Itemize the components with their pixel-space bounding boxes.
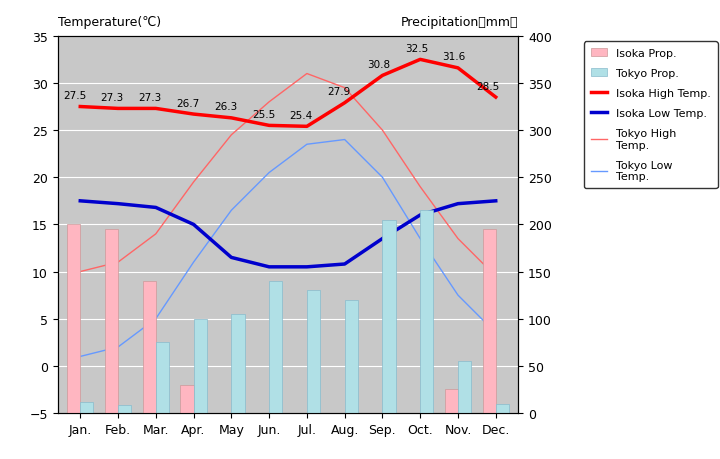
Text: 25.5: 25.5 xyxy=(252,110,275,120)
Text: 28.5: 28.5 xyxy=(477,81,500,91)
Text: 27.9: 27.9 xyxy=(328,87,351,97)
Text: 27.5: 27.5 xyxy=(63,91,86,101)
Text: 32.5: 32.5 xyxy=(405,44,428,54)
Bar xyxy=(231,314,245,413)
Text: 26.3: 26.3 xyxy=(214,102,238,112)
Text: 30.8: 30.8 xyxy=(367,60,390,70)
Bar xyxy=(420,211,433,413)
Text: Temperature(℃): Temperature(℃) xyxy=(58,16,161,29)
Bar xyxy=(458,361,471,413)
Bar xyxy=(180,385,194,413)
Bar xyxy=(105,230,118,413)
Bar xyxy=(118,406,131,413)
Bar xyxy=(80,402,94,413)
Text: 27.3: 27.3 xyxy=(101,93,124,103)
Bar xyxy=(382,220,396,413)
Text: 31.6: 31.6 xyxy=(443,52,466,62)
Text: 27.3: 27.3 xyxy=(138,93,162,103)
Bar xyxy=(307,291,320,413)
Bar xyxy=(445,390,458,413)
Text: 26.7: 26.7 xyxy=(176,98,199,108)
Bar xyxy=(345,300,358,413)
Text: 25.4: 25.4 xyxy=(289,111,313,121)
Bar xyxy=(156,342,169,413)
Legend: Isoka Prop., Tokyo Prop., Isoka High Temp., Isoka Low Temp., Tokyo High
Temp., T: Isoka Prop., Tokyo Prop., Isoka High Tem… xyxy=(584,42,718,189)
Bar xyxy=(67,225,80,413)
Bar xyxy=(143,281,156,413)
Bar xyxy=(269,281,282,413)
Bar xyxy=(482,230,496,413)
Text: Precipitation（mm）: Precipitation（mm） xyxy=(401,16,518,29)
Bar xyxy=(496,404,509,413)
Bar xyxy=(194,319,207,413)
